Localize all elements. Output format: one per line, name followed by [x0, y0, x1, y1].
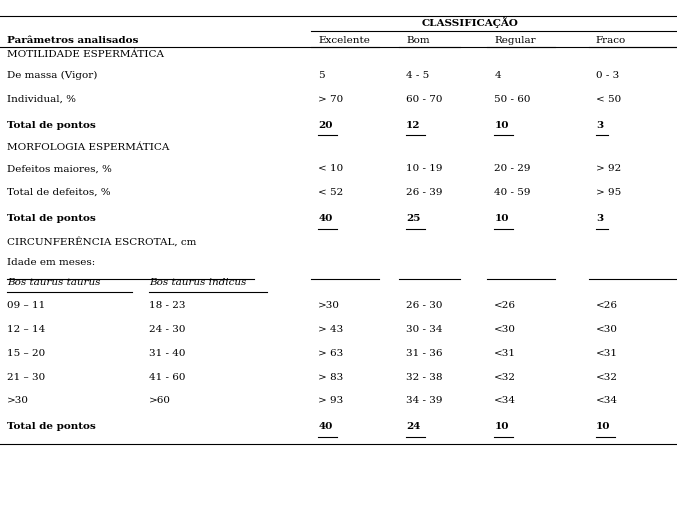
Text: 3: 3: [596, 214, 603, 223]
Text: 15 – 20: 15 – 20: [7, 349, 45, 358]
Text: 12 – 14: 12 – 14: [7, 325, 45, 334]
Text: MOTILIDADE ESPERMÁTICA: MOTILIDADE ESPERMÁTICA: [7, 50, 164, 59]
Text: 24: 24: [406, 422, 420, 431]
Text: 21 – 30: 21 – 30: [7, 373, 45, 382]
Text: 10: 10: [494, 214, 508, 223]
Text: 40: 40: [318, 214, 332, 223]
Text: 40 - 59: 40 - 59: [494, 188, 531, 197]
Text: 41 - 60: 41 - 60: [149, 373, 185, 382]
Text: Bom: Bom: [406, 35, 430, 45]
Text: > 95: > 95: [596, 188, 621, 197]
Text: 20: 20: [318, 120, 332, 129]
Text: 10: 10: [494, 120, 508, 129]
Text: > 92: > 92: [596, 164, 621, 173]
Text: Individual, %: Individual, %: [7, 95, 76, 103]
Text: Bos taurus indicus: Bos taurus indicus: [149, 278, 246, 287]
Text: 31 - 36: 31 - 36: [406, 349, 443, 358]
Text: Total de pontos: Total de pontos: [7, 120, 95, 129]
Text: De massa (Vigor): De massa (Vigor): [7, 71, 97, 80]
Text: <32: <32: [596, 373, 617, 382]
Text: Total de pontos: Total de pontos: [7, 214, 95, 223]
Text: 0 - 3: 0 - 3: [596, 71, 619, 80]
Text: > 43: > 43: [318, 325, 343, 334]
Text: CIRCUNFERÊNCIA ESCROTAL, cm: CIRCUNFERÊNCIA ESCROTAL, cm: [7, 237, 196, 247]
Text: Regular: Regular: [494, 35, 536, 45]
Text: <31: <31: [494, 349, 516, 358]
Text: 25: 25: [406, 214, 420, 223]
Text: 10 - 19: 10 - 19: [406, 164, 443, 173]
Text: Total de pontos: Total de pontos: [7, 422, 95, 431]
Text: > 83: > 83: [318, 373, 343, 382]
Text: 24 - 30: 24 - 30: [149, 325, 185, 334]
Text: <26: <26: [596, 301, 617, 310]
Text: > 63: > 63: [318, 349, 343, 358]
Text: < 50: < 50: [596, 95, 621, 103]
Text: <30: <30: [494, 325, 516, 334]
Text: < 52: < 52: [318, 188, 343, 197]
Text: Bos taurus taurus: Bos taurus taurus: [7, 278, 100, 287]
Text: 31 - 40: 31 - 40: [149, 349, 185, 358]
Text: 09 – 11: 09 – 11: [7, 301, 45, 310]
Text: <34: <34: [494, 397, 516, 406]
Text: >30: >30: [7, 397, 28, 406]
Text: 26 - 30: 26 - 30: [406, 301, 443, 310]
Text: 10: 10: [596, 422, 610, 431]
Text: 3: 3: [596, 120, 603, 129]
Text: <31: <31: [596, 349, 617, 358]
Text: <34: <34: [596, 397, 617, 406]
Text: <26: <26: [494, 301, 516, 310]
Text: 12: 12: [406, 120, 420, 129]
Text: 10: 10: [494, 422, 508, 431]
Text: 30 - 34: 30 - 34: [406, 325, 443, 334]
Text: 18 - 23: 18 - 23: [149, 301, 185, 310]
Text: Idade em meses:: Idade em meses:: [7, 258, 95, 267]
Text: MORFOLOGIA ESPERMÁTICA: MORFOLOGIA ESPERMÁTICA: [7, 144, 169, 153]
Text: 4 - 5: 4 - 5: [406, 71, 429, 80]
Text: 20 - 29: 20 - 29: [494, 164, 531, 173]
Text: Total de defeitos, %: Total de defeitos, %: [7, 188, 110, 197]
Text: <30: <30: [596, 325, 617, 334]
Text: 50 - 60: 50 - 60: [494, 95, 531, 103]
Text: 34 - 39: 34 - 39: [406, 397, 443, 406]
Text: Excelente: Excelente: [318, 35, 370, 45]
Text: Fraco: Fraco: [596, 35, 626, 45]
Text: >60: >60: [149, 397, 171, 406]
Text: < 10: < 10: [318, 164, 343, 173]
Text: Defeitos maiores, %: Defeitos maiores, %: [7, 164, 112, 173]
Text: > 70: > 70: [318, 95, 343, 103]
Text: 60 - 70: 60 - 70: [406, 95, 443, 103]
Text: Parâmetros analisados: Parâmetros analisados: [7, 35, 138, 45]
Text: CLASSIFICAÇÃO: CLASSIFICAÇÃO: [422, 17, 519, 28]
Text: 5: 5: [318, 71, 325, 80]
Text: 26 - 39: 26 - 39: [406, 188, 443, 197]
Text: 32 - 38: 32 - 38: [406, 373, 443, 382]
Text: 4: 4: [494, 71, 501, 80]
Text: >30: >30: [318, 301, 340, 310]
Text: > 93: > 93: [318, 397, 343, 406]
Text: <32: <32: [494, 373, 516, 382]
Text: 40: 40: [318, 422, 332, 431]
